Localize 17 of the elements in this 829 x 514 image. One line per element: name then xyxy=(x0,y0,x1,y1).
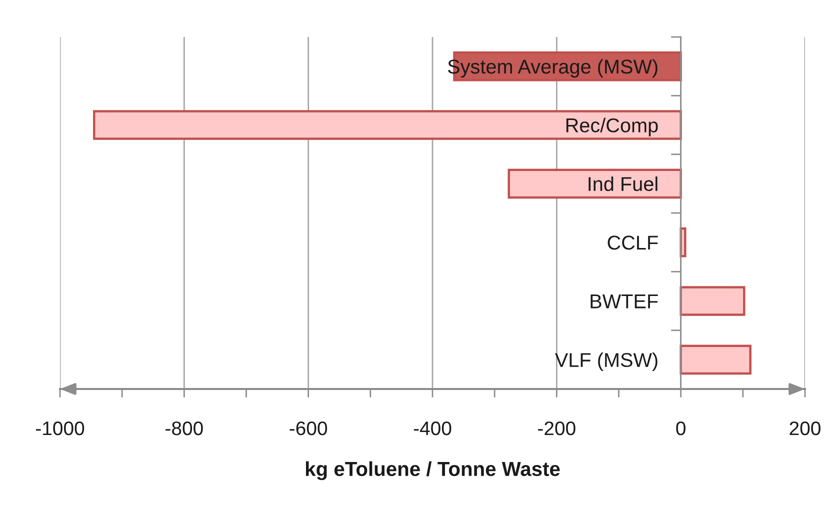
y-tick-label: CCLF xyxy=(608,236,658,250)
x-tick-label: 0 xyxy=(676,421,686,436)
x-tick-label: 200 xyxy=(790,421,820,436)
x-tick-label: -800 xyxy=(166,421,203,436)
bar xyxy=(680,344,752,375)
y-tick-label: BWTEF xyxy=(590,294,658,308)
bar xyxy=(680,286,746,316)
bar xyxy=(93,110,682,140)
x-tick-label: -1000 xyxy=(36,421,84,436)
x-axis-title: kg eToluene / Tonne Waste xyxy=(306,461,560,480)
y-tick-label: Rec/Comp xyxy=(566,118,658,136)
y-tick-label: Ind Fuel xyxy=(588,176,658,192)
x-tick-label: -200 xyxy=(538,421,576,436)
x-tick-label: -400 xyxy=(414,421,452,436)
y-tick-label: VLF (MSW) xyxy=(554,352,658,371)
bar xyxy=(508,168,682,199)
x-tick-label: -600 xyxy=(290,421,328,436)
